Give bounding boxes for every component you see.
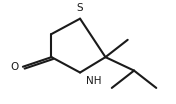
Text: S: S xyxy=(77,3,83,13)
Text: NH: NH xyxy=(86,76,102,86)
Text: O: O xyxy=(10,62,18,72)
